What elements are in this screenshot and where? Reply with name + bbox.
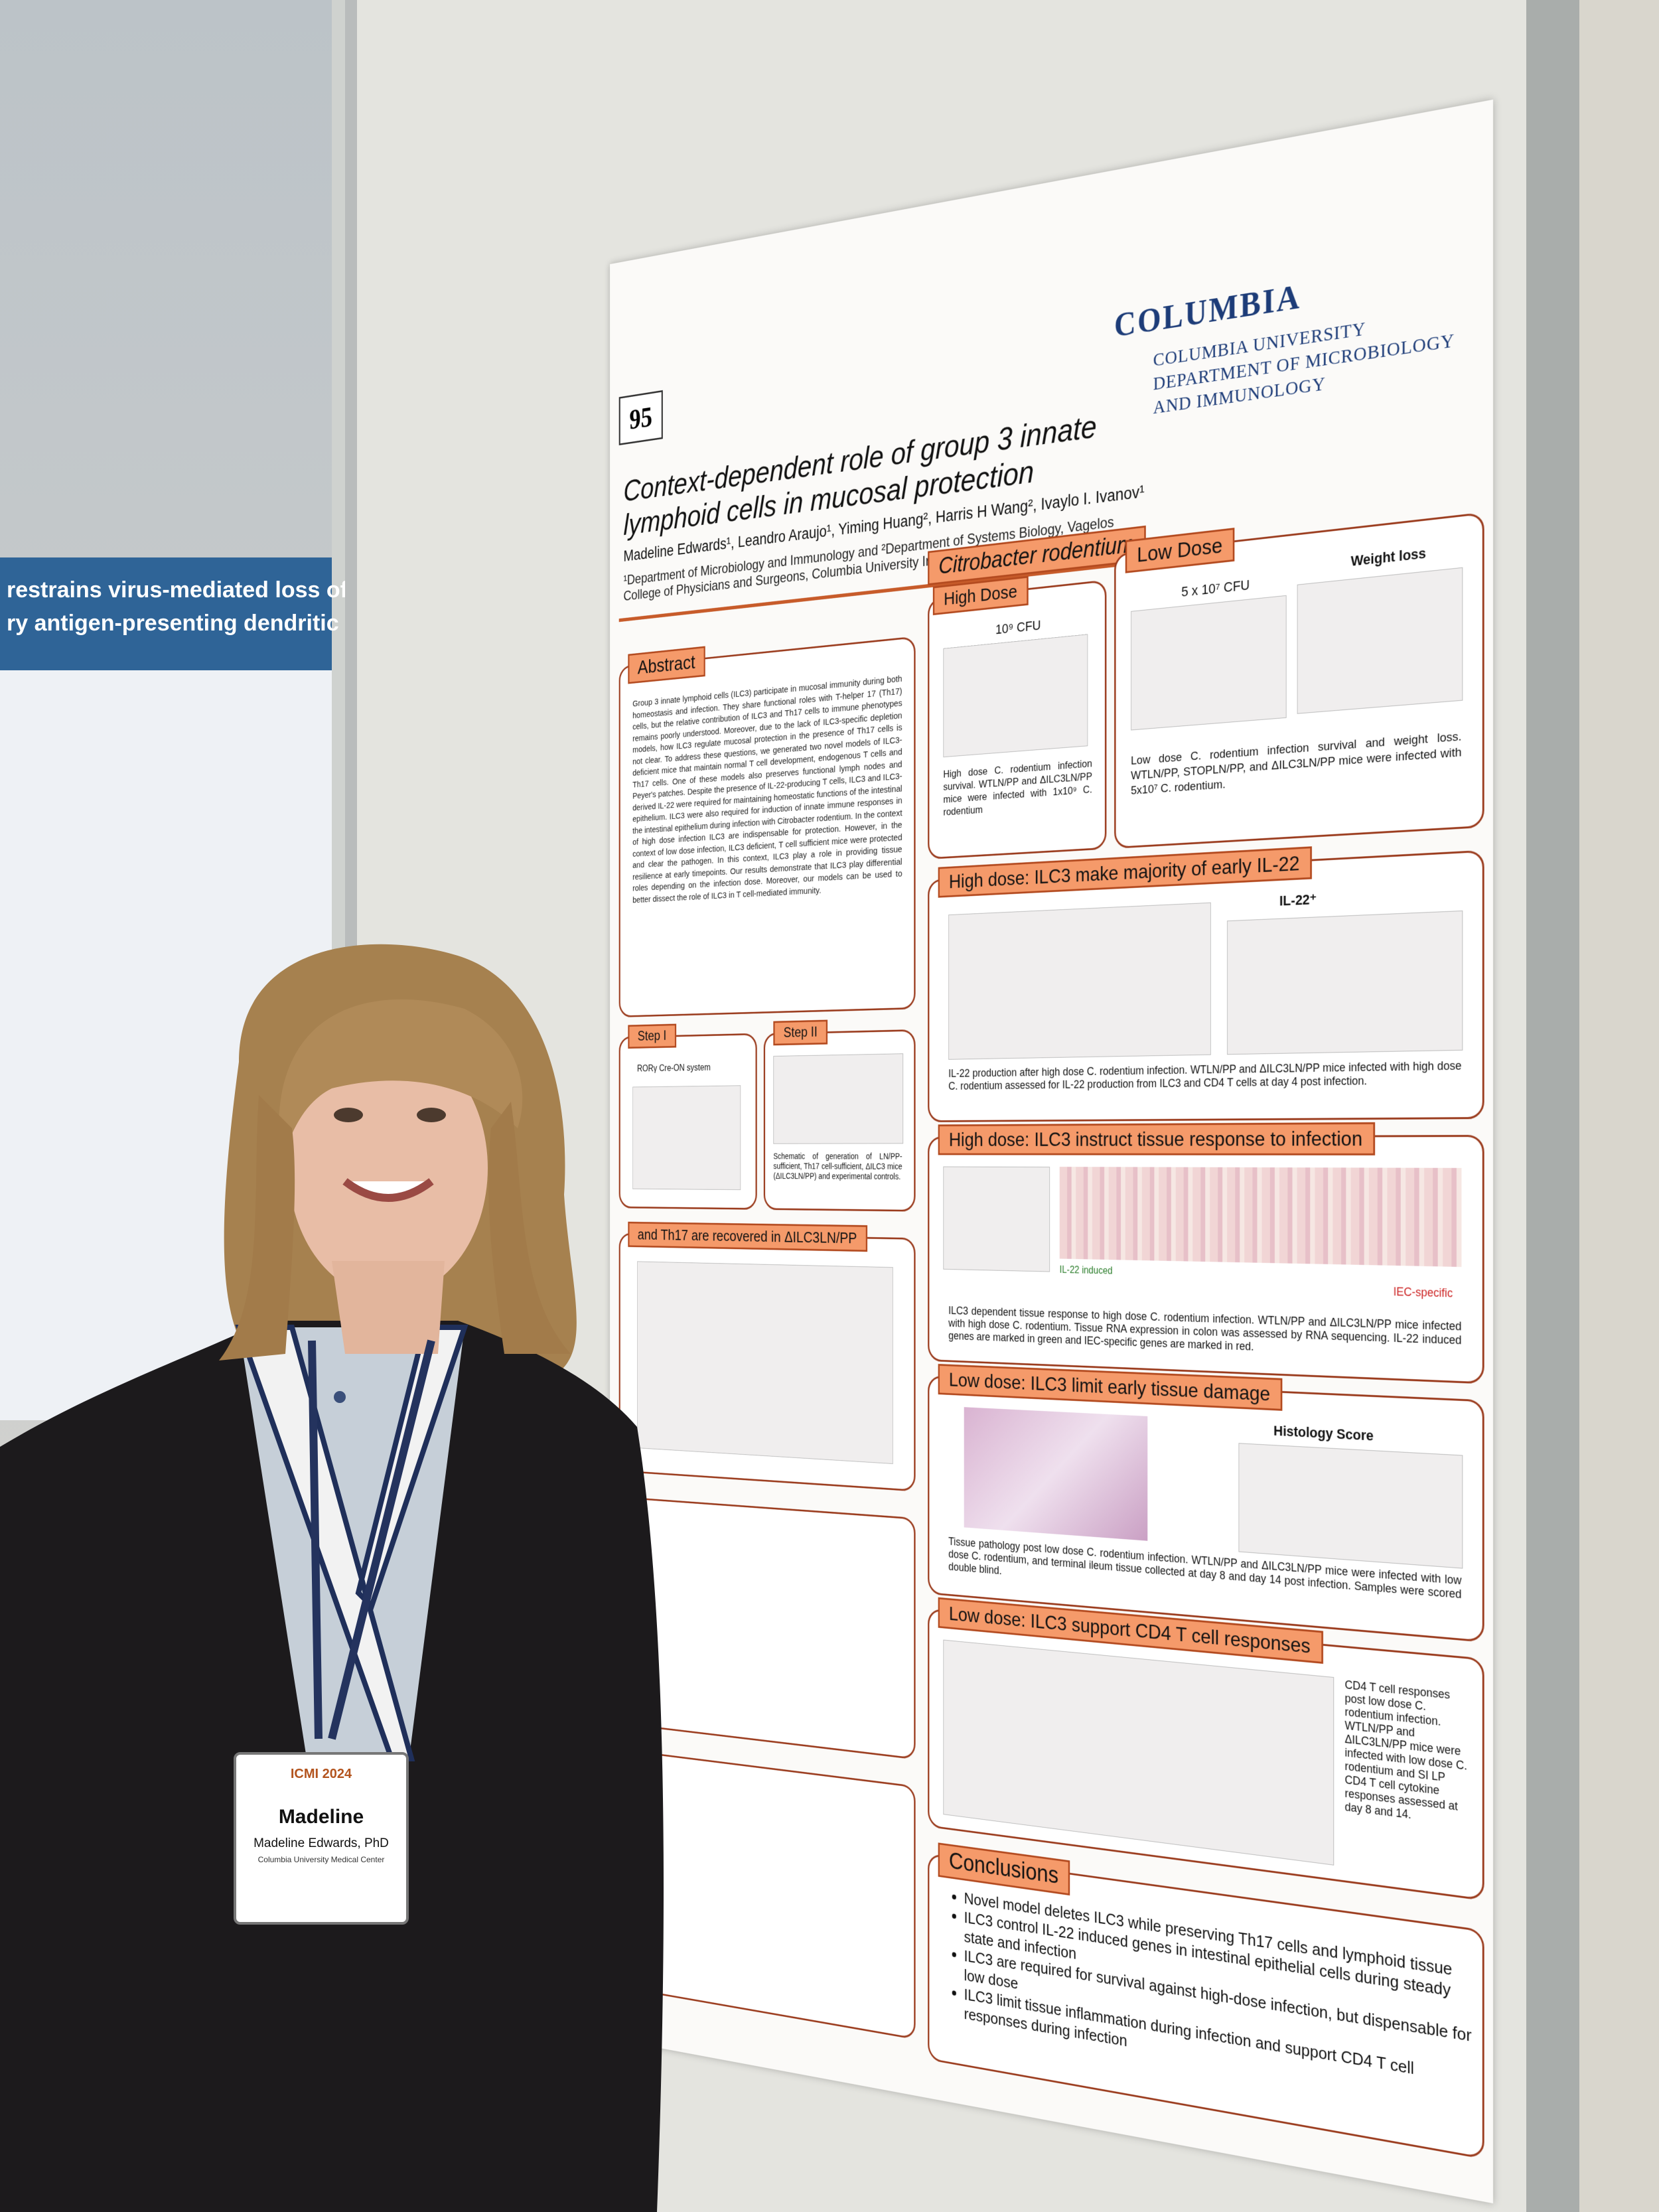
badge-event: ICMI 2024 — [290, 1767, 352, 1781]
neck — [332, 1261, 445, 1354]
badge-first-name: Madeline — [278, 1806, 364, 1828]
eye — [417, 1108, 446, 1122]
face — [289, 1039, 488, 1297]
badge-affiliation: Columbia University Medical Center — [257, 1855, 385, 1864]
badge-full-name: Madeline Edwards, PhD — [253, 1836, 389, 1850]
neighbor-header — [0, 557, 332, 670]
neighbor-title: ry antigen-presenting dendritic cells — [7, 611, 396, 636]
board-frame — [1526, 0, 1579, 2212]
lanyard — [308, 1339, 435, 1740]
hair-sides — [219, 1095, 571, 1361]
background — [1579, 0, 1659, 2212]
smile — [342, 1178, 434, 1202]
bangs — [279, 999, 523, 1168]
necklace-pendant — [334, 1391, 346, 1403]
eye — [334, 1108, 363, 1122]
name-badge: ICMI 2024 Madeline Madeline Edwards, PhD… — [234, 1752, 409, 1925]
